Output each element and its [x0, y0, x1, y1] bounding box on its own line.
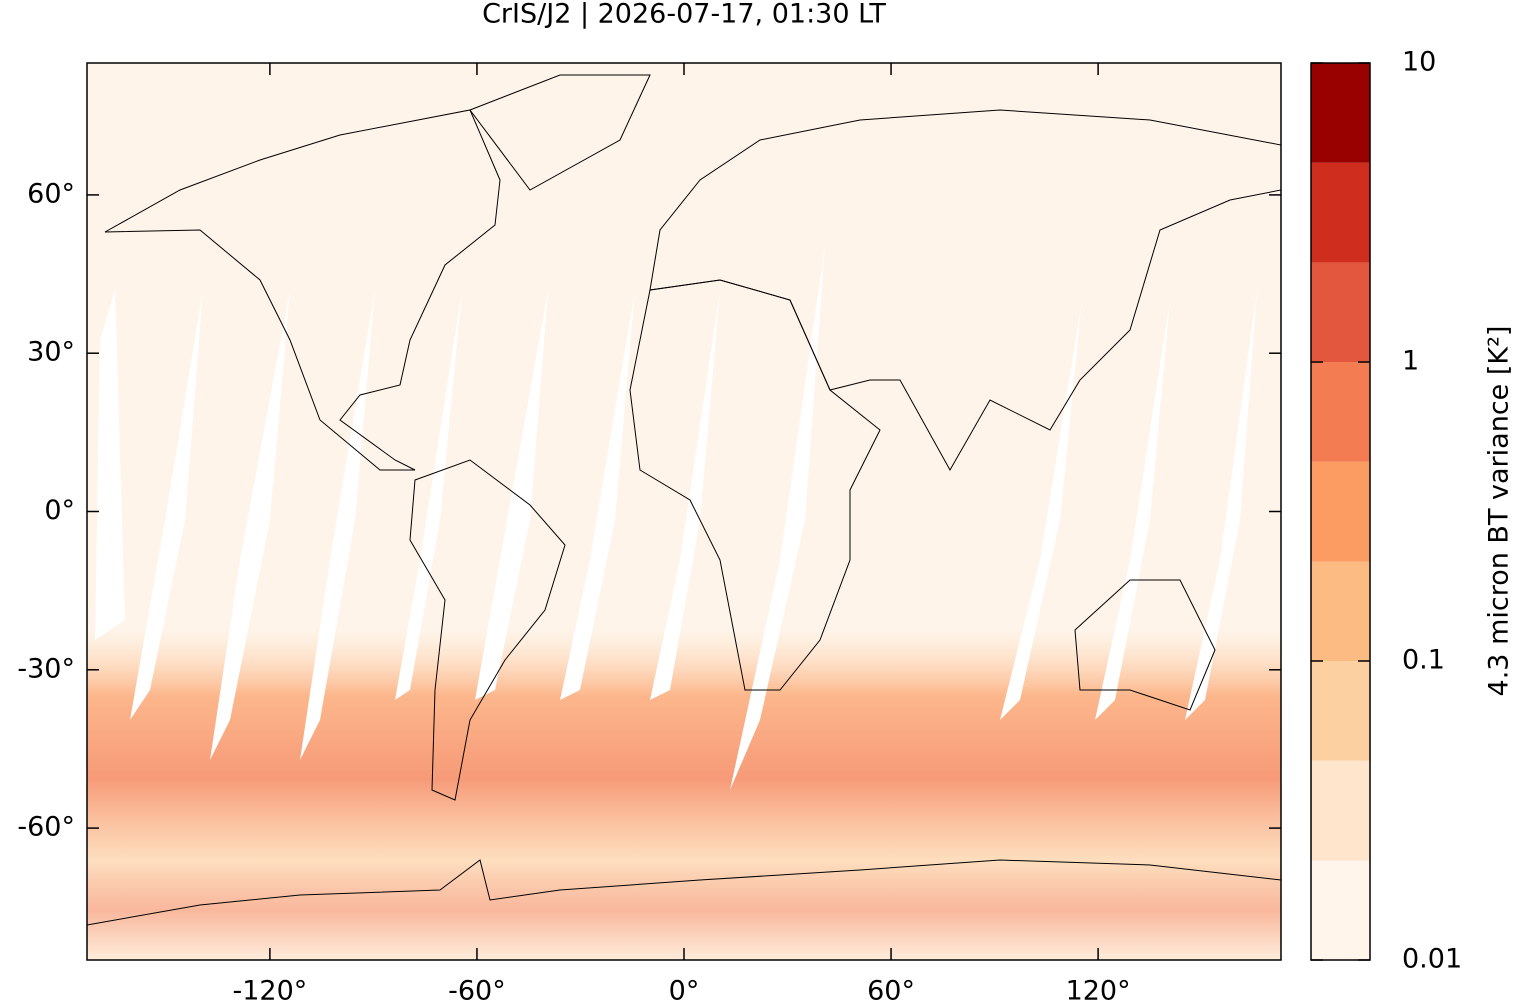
colorbar-band	[1311, 362, 1370, 462]
colorbar-band	[1311, 262, 1370, 362]
variance-field	[87, 630, 1281, 960]
colorbar-band	[1311, 162, 1370, 263]
colorbar-band	[1311, 63, 1370, 163]
x-tick-label: 120°	[1066, 976, 1131, 1002]
colorbar-frame	[1310, 62, 1371, 961]
colorbar-tick-label: 0.1	[1402, 645, 1445, 676]
x-tick-label: 60°	[867, 976, 915, 1002]
y-tick-label: -60°	[17, 812, 75, 843]
colorbar-tick-label: 10	[1402, 47, 1436, 78]
colorbar-band	[1311, 860, 1370, 960]
x-tick-label: -60°	[448, 976, 506, 1002]
x-tick-label: -120°	[233, 976, 308, 1002]
colorbar-band	[1311, 661, 1370, 761]
colorbar-band	[1311, 561, 1370, 661]
y-tick-label: 60°	[27, 178, 75, 209]
colorbar-band	[1311, 760, 1370, 861]
x-tick-label: 0°	[669, 976, 700, 1002]
y-tick-label: -30°	[17, 653, 75, 684]
map	[86, 62, 1282, 961]
swath-gaps	[95, 245, 1257, 790]
coastlines	[86, 74, 1282, 926]
colorbar-tick-label: 1	[1402, 346, 1419, 377]
chart-title: CrIS/J2 | 2026-07-17, 01:30 LT	[482, 0, 886, 30]
y-tick-label: 30°	[27, 337, 75, 368]
colorbar-label: 4.3 micron BT variance [K²]	[1484, 326, 1515, 697]
colorbar-band	[1311, 461, 1370, 562]
y-tick-label: 0°	[44, 495, 75, 526]
colorbar-tick-label: 0.01	[1402, 944, 1462, 975]
